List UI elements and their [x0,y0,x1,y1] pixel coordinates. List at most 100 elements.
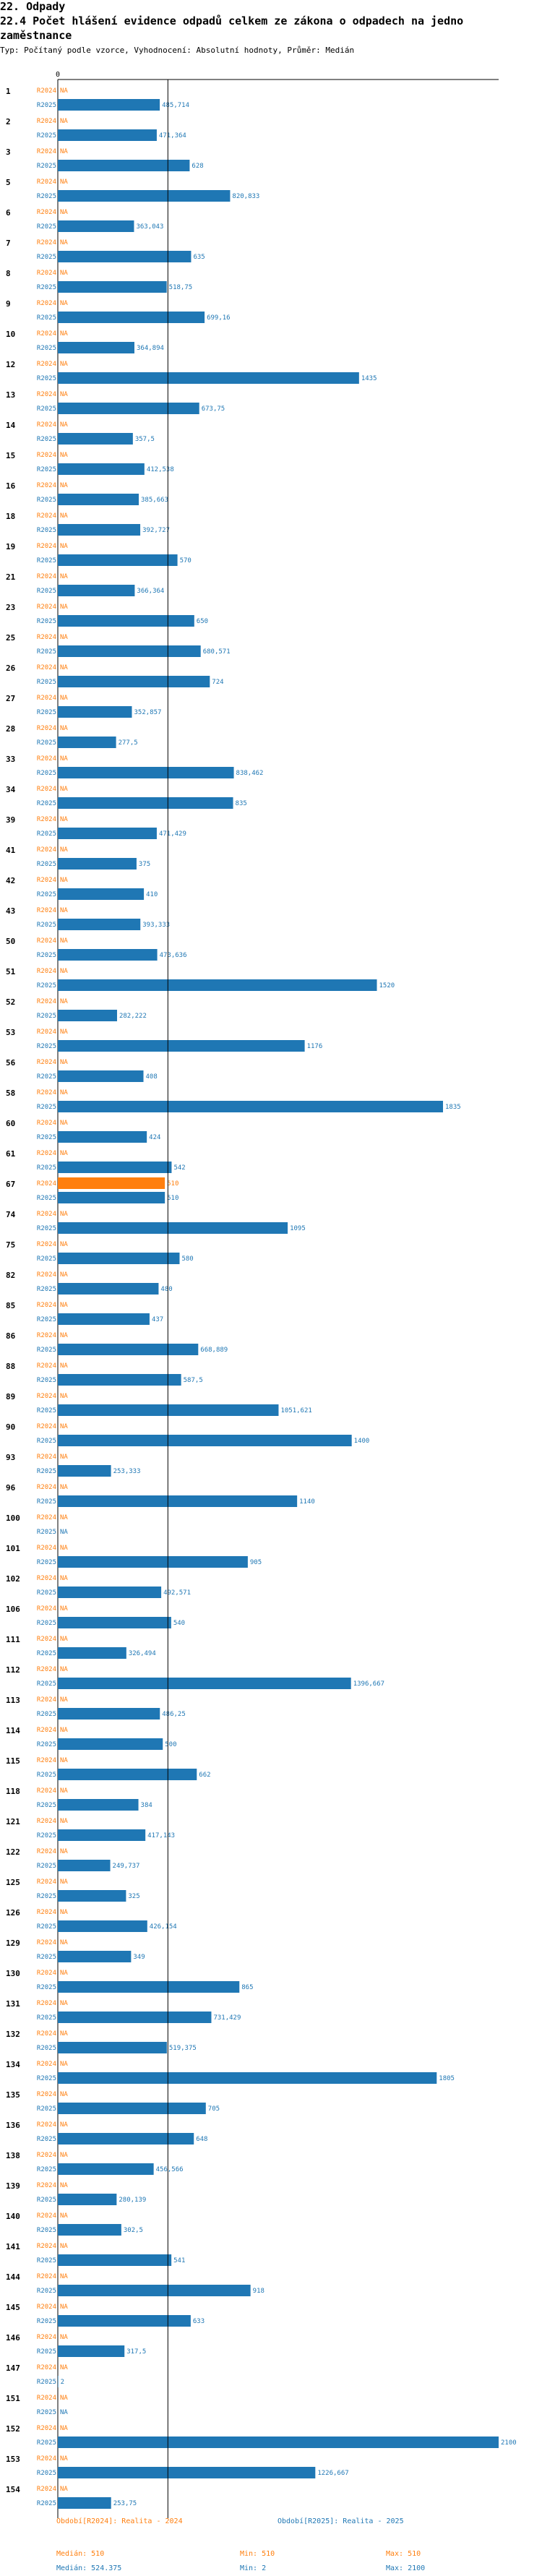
bar-r2025 [58,1981,240,1993]
bar-r2025 [58,949,158,961]
series-label-r2025: R2025 [37,1802,56,1809]
bar-r2025 [58,2254,172,2266]
na-label-r2024: NA [60,1211,68,1218]
group-label: 101 [6,1544,20,1553]
na-label-r2024: NA [60,573,68,580]
legend-r2024-title: Období[R2024]: Realita - 2024 [56,2517,183,2525]
series-label-r2024: R2024 [37,907,56,914]
bar-r2025 [58,2042,167,2053]
value-label-r2025: 456,566 [156,2166,184,2173]
group-label: 42 [6,876,15,885]
value-label-r2025: 838,462 [236,770,264,777]
series-label-r2024: R2024 [37,1545,56,1552]
series-label-r2025: R2025 [37,1407,56,1414]
value-label-r2025: 820,833 [232,193,259,200]
group-label: 112 [6,1665,20,1675]
group-label: 106 [6,1605,20,1614]
value-label-r2025: 492,571 [163,1589,191,1597]
value-label-r2025: 1435 [361,375,377,382]
group-label: 2 [6,117,11,126]
series-label-r2024: R2024 [37,2061,56,2068]
series-label-r2024: R2024 [37,2121,56,2129]
value-label-r2025: 1095 [290,1225,306,1232]
legend-r2025-title: Období[R2025]: Realita - 2025 [278,2517,404,2525]
series-label-r2025: R2025 [37,375,56,382]
series-label-r2024: R2024 [37,725,56,732]
value-label-r2025: 705 [208,2105,220,2113]
group-label: 135 [6,2090,20,2100]
value-label-r2025: 317,5 [126,2348,146,2356]
bar-r2024 [58,1177,165,1189]
value-label-r2025: 471,364 [159,132,186,139]
na-label-r2024: NA [60,2455,68,2463]
series-label-r2024: R2024 [37,2425,56,2432]
value-label-r2025: 1835 [445,1104,461,1111]
series-label-r2024: R2024 [37,179,56,186]
bar-r2025 [58,1860,111,1871]
na-label-r2024: NA [60,2152,68,2159]
na-label-r2024: NA [60,1029,68,1036]
group-label: 16 [6,481,16,491]
bar-r2025 [58,615,194,627]
bar-r2025 [58,2497,111,2509]
na-label-r2024: NA [60,2273,68,2280]
na-label-r2024: NA [60,1302,68,1309]
group-label: 132 [6,2030,20,2039]
group-label: 27 [6,694,15,703]
na-label-r2024: NA [60,1241,68,1248]
bar-r2025 [58,1678,351,1689]
series-label-r2025: R2025 [37,1347,56,1354]
group-label: 9 [6,299,11,309]
bar-r2025 [58,1070,144,1082]
group-label: 152 [6,2424,20,2434]
bar-r2025 [58,1738,163,1750]
series-label-r2025: R2025 [37,952,56,959]
series-label-r2025: R2025 [37,922,56,929]
series-label-r2024: R2024 [37,2486,56,2493]
series-label-r2025: R2025 [37,739,56,747]
bar-r2025 [58,2345,125,2357]
group-label: 6 [6,208,11,218]
series-label-r2025: R2025 [37,1650,56,1657]
series-label-r2025: R2025 [37,223,56,231]
series-label-r2025: R2025 [37,588,56,595]
na-label-r2024: NA [60,1393,68,1400]
group-label: 118 [6,1787,20,1796]
bar-r2025 [58,2315,191,2327]
series-label-r2024: R2024 [37,1879,56,1886]
group-label: 102 [6,1574,20,1584]
series-label-r2024: R2024 [37,1484,56,1491]
bar-r2025 [58,1617,171,1628]
series-label-r2024: R2024 [37,482,56,489]
na-label-r2024: NA [60,604,68,611]
na-label-r2024: NA [60,695,68,702]
na-label-r2024: NA [60,1120,68,1127]
series-label-r2024: R2024 [37,1271,56,1279]
series-label-r2025: R2025 [37,1255,56,1263]
value-label-r2025: 699,16 [207,314,231,322]
series-label-r2024: R2024 [37,664,56,671]
series-label-r2024: R2024 [37,421,56,429]
series-label-r2024: R2024 [37,1575,56,1582]
series-label-r2024: R2024 [37,634,56,641]
value-label-r2025: 357,5 [135,436,155,443]
na-label-r2024: NA [60,2182,68,2189]
chart-title: 22.4 Počet hlášení evidence odpadů celke… [0,14,464,42]
na-label-r2024: NA [60,725,68,732]
value-label-r2025: 1176 [307,1043,323,1050]
bar-r2025 [58,2163,154,2175]
value-label-r2025: 662 [199,1772,210,1779]
na-label-r2024: NA [60,421,68,429]
chart-subtitle: Typ: Počítaný podle vzorce, Vyhodnocení:… [0,46,355,55]
group-label: 8 [6,269,11,278]
group-label: 141 [6,2242,20,2251]
series-label-r2025: R2025 [37,2500,56,2507]
series-label-r2025: R2025 [37,132,56,139]
series-label-r2024: R2024 [37,1302,56,1309]
na-label-r2024: NA [60,2061,68,2068]
value-label-r2025: 668,889 [200,1347,228,1354]
bar-r2025 [58,2103,206,2114]
group-label: 86 [6,1331,16,1341]
na-label-r2024: NA [60,755,68,763]
group-label: 51 [6,967,16,976]
